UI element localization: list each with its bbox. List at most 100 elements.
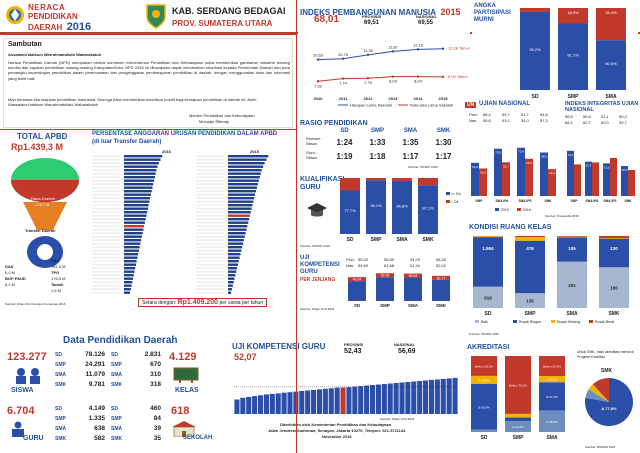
smk-pie-label: A 77,9% (601, 406, 617, 411)
kualifikasi-category-label: SD (347, 237, 354, 243)
anggaran-row-label-right (196, 176, 224, 178)
ipm-point (441, 75, 445, 79)
anggaran-row-label-left (92, 239, 120, 241)
iiun-title: INDEKS INTEGRITAS UJIAN NASIONAL (565, 101, 639, 113)
akreditasi-segment (471, 356, 497, 376)
anggaran-row-label-left (92, 270, 120, 273)
anggaran-row-label-right (196, 204, 224, 206)
iiun-bar-label: 53,7 (586, 164, 592, 168)
anggaran-row-label-left (92, 256, 120, 259)
anggaran-row-label-right (196, 239, 224, 241)
ipm-x-tick: 2011 (339, 96, 348, 101)
ruang-bar-segment (473, 286, 503, 308)
province-name: PROV. SUMATERA UTARA (172, 19, 273, 28)
data-row-level: SMK (111, 382, 123, 388)
anggaran-bar-2015 (228, 260, 239, 263)
anggaran-row-label-right (196, 197, 224, 199)
ukg-bar (281, 392, 287, 414)
logo-title-line2: PENDIDIKAN (28, 12, 78, 21)
ipm-data-label-top: 10,75 (338, 52, 349, 57)
anggaran-bar-2015 (228, 165, 264, 168)
anggaran-bar-2016 (124, 270, 135, 273)
anggaran-bar-2015 (228, 200, 254, 203)
anggaran-bar-2016 (124, 281, 133, 284)
anggaran-row-label-right (196, 274, 224, 276)
ipm-point (391, 50, 395, 53)
anggaran-row-label-right (196, 172, 224, 175)
ukg-bar (275, 393, 281, 414)
akreditasi-segment (539, 375, 565, 383)
rasio-level-header: SMA (403, 128, 418, 134)
ukg-jenjang-bar-chart: 49,64 SD 59,39 SMP 58,64 SMA 52,77 SMK (348, 273, 450, 308)
apm-bar-apm (596, 40, 626, 90)
ruang-label-baik: 201 (568, 283, 576, 288)
akreditasi-segment-label: A 28,0% (546, 420, 558, 424)
un-bar-label-2016: 52,7 (503, 164, 509, 168)
anggaran-row-label-left (92, 249, 120, 252)
ukg-bar (263, 394, 269, 414)
apm-bar-label: 81,1% (567, 53, 579, 58)
data-row: SMK 318 (111, 381, 161, 390)
un-legend-swatch-2015 (495, 208, 499, 211)
dana-daerah-label: Dana Daerah (31, 196, 55, 201)
sambutan-body: Neraca Pendidikan Daerah (NPD) merupakan… (8, 60, 290, 81)
anggaran-row-label-left (92, 172, 120, 175)
sambutan-panel: Sambutan Assalamu'alaikum Warrahmatullah… (3, 38, 293, 128)
rasio-rombel-value: 1:35 (402, 138, 419, 147)
data-row-level: SD (111, 352, 118, 358)
anggaran-bar-2016 (124, 232, 143, 235)
sekolah-total: 618 (171, 405, 190, 417)
ukg-bar (405, 381, 411, 414)
anggaran-bar-2016 (124, 190, 152, 193)
ruang-legend-label: Rusak Sedang (557, 320, 580, 324)
data-row-value: 2.831 (144, 351, 161, 358)
kualifikasi-legend-ge: >= D4 (451, 192, 461, 196)
anggaran-row-label-left (92, 274, 120, 276)
anggaran-bar-2016 (124, 165, 158, 168)
anggaran-bar-2016 (124, 162, 159, 165)
ukg-jenjang-source: Sumber: Ditjen GTK 2015 (300, 307, 335, 311)
akreditasi-segment-label: B 60,0% (478, 405, 490, 409)
ruang-kelas-bar-chart: 818 1.904 SD 135 476 SMP 201 105 SMA 185 130 SMK Bai… (473, 236, 629, 324)
data-row-value: 24.291 (85, 361, 105, 368)
un-figures: 66,4 58,6 69,7 53,1 61,7 54,0 64,6 57,3 (483, 112, 563, 124)
un-bar-2015 (517, 147, 525, 196)
ipm-data-label-top: 11,87 (388, 44, 398, 49)
ukg-bar (316, 389, 323, 414)
un-bar-2016 (479, 168, 487, 196)
iiun-figures: 58,5 68,1 55,6 62,7 51,1 60,0 50,3 59,7 (565, 114, 640, 126)
anggaran-row-label-left (92, 263, 120, 266)
ipm-point (441, 47, 445, 50)
iiun-category-label: SMK (624, 199, 632, 203)
data-row-value: 638 (94, 425, 105, 432)
anggaran-row-label-right (196, 242, 224, 245)
data-row-value: 11.079 (85, 371, 105, 378)
anggaran-row-label-right (196, 263, 224, 266)
iiun-bar-label: 46,8 (622, 168, 628, 172)
anggaran-row-label-left (92, 232, 120, 234)
anggaran-bar-2016 (124, 284, 132, 287)
akreditasi-panel: AKREDITASI Belum 26,2% C 10,6% B 60,0% SD Be… (465, 342, 640, 452)
ukg-bar (358, 386, 364, 414)
ipm-data-label-top: 12,19 (413, 42, 424, 47)
un-prov-label: Prov. (469, 112, 479, 117)
ukg-jenjang-category-label: SMP (380, 303, 390, 308)
akreditasi-category-label: SMA (546, 435, 558, 441)
kualifikasi-category-label: SMP (371, 237, 383, 243)
apm-top-label: 39,4% (605, 10, 617, 15)
data-row: SD 78.126 (55, 351, 105, 360)
ipm-target-rata: 8,00 Tahun (448, 74, 468, 79)
akreditasi-bar-chart: Belum 26,2% C 10,6% B 60,0% SD Belum 76,2% A … (471, 356, 565, 441)
anggaran-row-label-right (196, 186, 224, 189)
anggaran-row-label-left (92, 288, 120, 290)
ruang-category-label: SD (485, 311, 492, 317)
ukg-jenjang-bar-label: 59,39 (381, 274, 390, 278)
dak-value: 0,0 M (5, 270, 16, 275)
data-row-level: SMA (55, 372, 67, 378)
kualifikasi-bar-label: 87,1% (422, 206, 434, 211)
ruang-legend-label: Rusak Ringan (519, 320, 541, 324)
ukg-bar (311, 389, 317, 414)
ipm-point (366, 53, 370, 57)
akreditasi-segment (471, 375, 497, 384)
anggaran-year-left: 2016 (162, 149, 171, 154)
